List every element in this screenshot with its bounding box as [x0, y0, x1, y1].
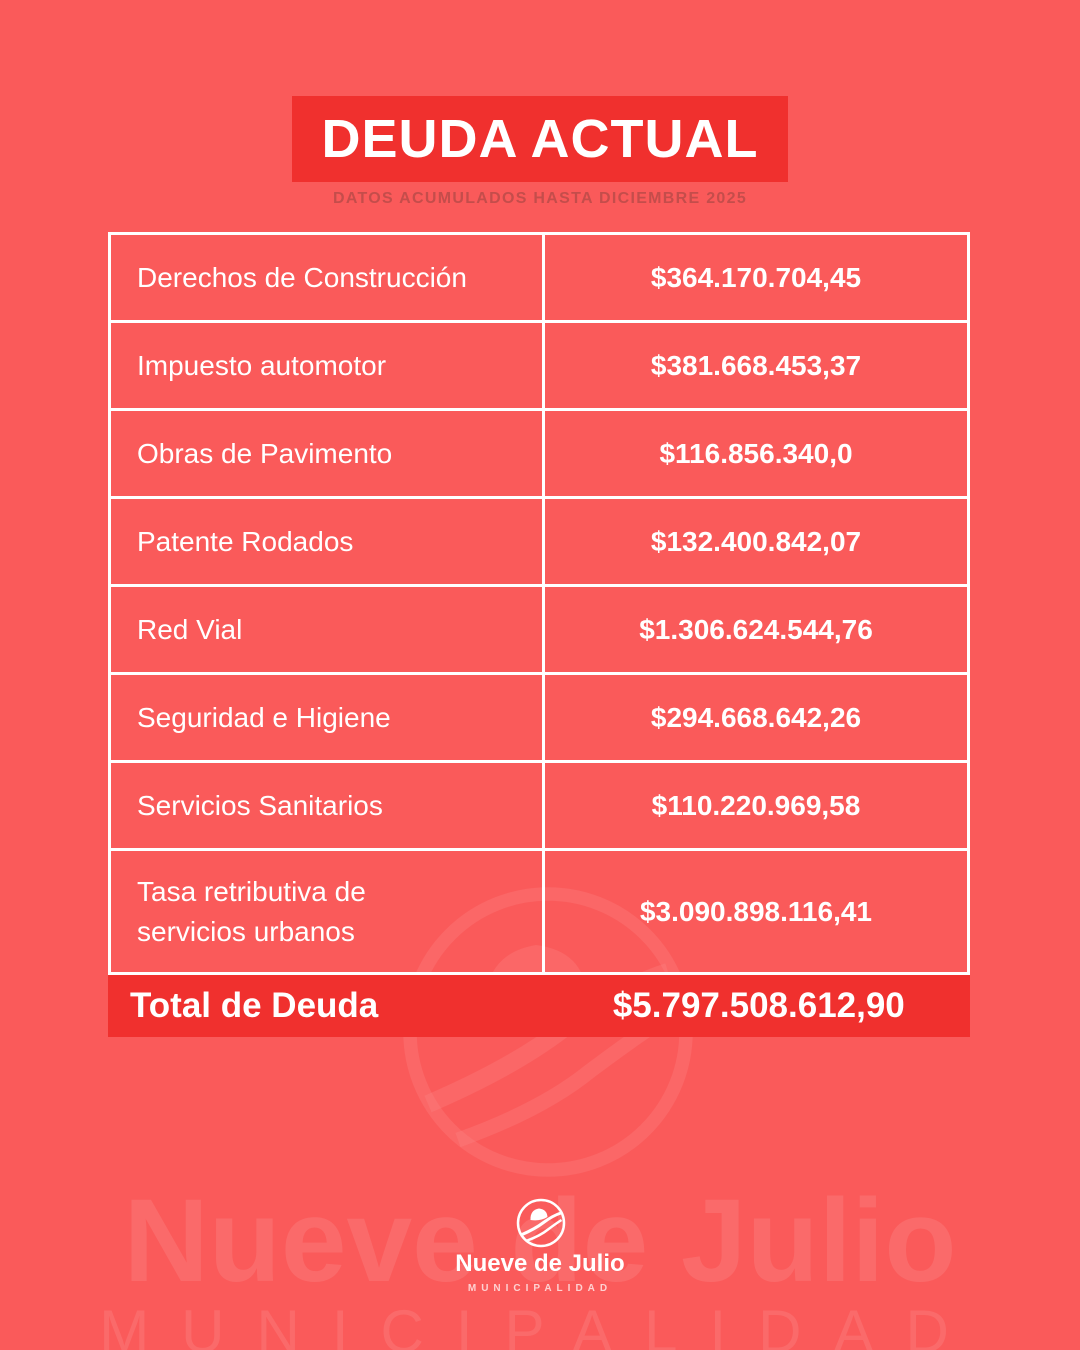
row-value: $132.400.842,07: [650, 525, 862, 557]
table-row: Seguridad e Higiene $294.668.642,26: [111, 675, 967, 763]
row-value: $381.668.453,37: [650, 349, 862, 381]
table-row: Servicios Sanitarios $110.220.969,58: [111, 763, 967, 851]
title-banner: DEUDA ACTUAL: [292, 96, 788, 182]
logo-title: Nueve de Julio: [455, 1250, 625, 1277]
municipality-logo-icon: [516, 1198, 566, 1248]
table-row: Obras de Pavimento $116.856.340,0: [111, 411, 967, 499]
row-label: Red Vial: [111, 587, 545, 672]
total-row: Total de Deuda $5.797.508.612,90: [108, 975, 970, 1037]
row-value: $110.220.969,58: [651, 789, 861, 821]
row-label: Derechos de Construcción: [111, 235, 545, 320]
row-value: $294.668.642,26: [650, 701, 862, 733]
row-label: Impuesto automotor: [111, 323, 545, 408]
row-value: $116.856.340,0: [659, 437, 853, 469]
table-row: Red Vial $1.306.624.544,76: [111, 587, 967, 675]
row-label: Seguridad e Higiene: [111, 675, 545, 760]
row-label: Patente Rodados: [111, 499, 545, 584]
table-row: Impuesto automotor $381.668.453,37: [111, 323, 967, 411]
table-row: Derechos de Construcción $364.170.704,45: [111, 235, 967, 323]
debt-table: Derechos de Construcción $364.170.704,45…: [108, 232, 970, 975]
row-value: $1.306.624.544,76: [639, 613, 873, 645]
row-label: Servicios Sanitarios: [111, 763, 545, 848]
table-row: Tasa retributiva de servicios urbanos $3…: [111, 851, 967, 972]
row-label: Tasa retributiva de servicios urbanos: [111, 851, 545, 972]
table-row: Patente Rodados $132.400.842,07: [111, 499, 967, 587]
total-label: Total de Deuda: [130, 986, 379, 1025]
watermark-municipalidad-text: MUNICIPALIDAD: [99, 1298, 981, 1350]
page-title: DEUDA ACTUAL: [321, 109, 759, 169]
total-value: $5.797.508.612,90: [612, 986, 905, 1025]
logo-subtitle: MUNICIPALIDAD: [467, 1283, 613, 1294]
row-value: $364.170.704,45: [650, 261, 862, 293]
page-subtitle: DATOS ACUMULADOS HASTA DICIEMBRE 2025: [332, 190, 748, 207]
row-value: $3.090.898.116,41: [639, 895, 872, 927]
row-label: Obras de Pavimento: [111, 411, 545, 496]
